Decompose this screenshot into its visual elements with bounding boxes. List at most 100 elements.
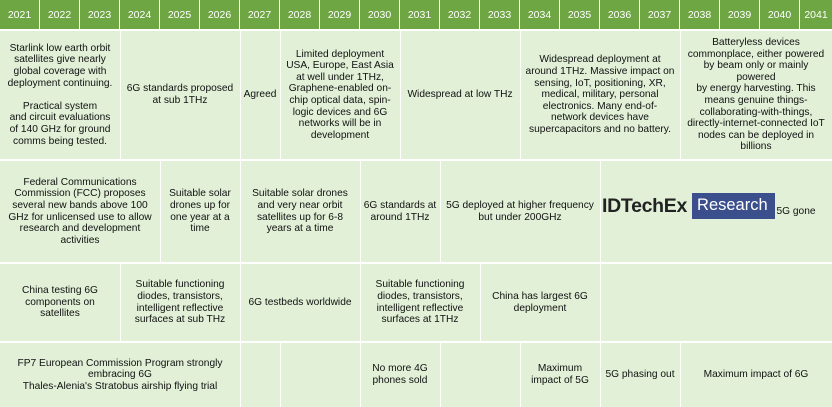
column-divider: [240, 161, 241, 262]
column-divider: [680, 31, 681, 159]
year-2036: 2036: [600, 0, 640, 29]
cell-text-line: satellites up for 6-8: [256, 211, 344, 223]
roadmap-cell: Limited deployment USA, Europe, East Asia…: [280, 31, 400, 159]
column-divider: [240, 343, 241, 407]
cell-text-line: years at a time: [266, 223, 334, 235]
cell-text-line: intelligent reflective: [376, 302, 464, 314]
roadmap-cell: Suitable solar drones and very near orbit…: [240, 161, 360, 262]
cell-text-line: 5G deployed at higher frequency: [446, 199, 594, 211]
cell-text-line: nodes can be deployed in: [697, 129, 815, 141]
cell-text-line: satellites give nearly: [14, 54, 106, 66]
column-divider: [280, 343, 281, 407]
year-2037: 2037: [640, 0, 680, 29]
cell-text-line: one year at a: [170, 211, 230, 223]
year-2027: 2027: [240, 0, 280, 29]
cell-text-line: at well under 1THz,: [296, 71, 384, 83]
column-divider: [520, 343, 521, 407]
cell-text-line: Graphene-enabled on-: [288, 83, 392, 95]
cell-text-line: Limited deployment: [295, 48, 385, 60]
roadmap-cell: Widespread at low THz: [400, 31, 520, 159]
year-2040: 2040: [760, 0, 800, 29]
roadmap-cell: Maximum impact of 6G: [680, 343, 832, 407]
column-divider: [680, 343, 681, 407]
cell-text-line: global coverage with: [13, 66, 107, 78]
year-2029: 2029: [320, 0, 360, 29]
cell-text-line: by energy harvesting. This: [696, 83, 816, 95]
roadmap-cell: Widespread deployment at around 1THz. Mas…: [520, 31, 680, 159]
cell-text-line: billions: [740, 141, 772, 153]
cell-text-line: diodes, transistors,: [377, 290, 463, 302]
cell-text-line: phones sold: [372, 375, 428, 386]
year-2024: 2024: [120, 0, 160, 29]
roadmap-cell: Suitable functioning diodes, transistors,…: [120, 264, 240, 341]
cell-text-line: but under 200GHz: [478, 211, 562, 223]
roadmap-cell: No more 4G phones sold: [360, 343, 440, 407]
cell-text-line: Suitable functioning: [135, 279, 225, 291]
cell-text-line: surfaces at sub THz: [134, 314, 226, 326]
cell-text-line: several new bands above 100: [12, 199, 148, 211]
cell-text-line: Widespread deployment at: [539, 54, 661, 66]
cell-text-line: logic devices and 6G: [292, 106, 388, 118]
row-divider: [0, 341, 832, 343]
cell-text-line: research and development: [19, 223, 141, 235]
cell-text-line: 5G gone: [776, 205, 816, 217]
roadmap-cell: Suitable solar drones up for one year at a…: [160, 161, 240, 262]
cell-text-line: network devices have: [551, 112, 649, 124]
year-2041: 2041: [800, 0, 832, 29]
column-divider: [480, 264, 481, 341]
year-2033: 2033: [480, 0, 520, 29]
cell-text-line: drones up for: [169, 199, 230, 211]
cell-text-line: means genuine things-: [704, 95, 808, 106]
cell-text-line: by beam only or mainly powered: [703, 60, 809, 83]
column-divider: [360, 264, 361, 341]
logo-research-box: Research: [692, 193, 775, 219]
cell-text-line: [8, 89, 113, 101]
cell-text-line: networks will be in: [298, 118, 382, 130]
cell-text-line: Suitable functioning: [375, 279, 465, 291]
cell-text-line: GHz for unlicensed use to allow: [8, 211, 152, 223]
roadmap-cell: China testing 6G components on satellites: [0, 264, 120, 341]
row-divider: [0, 159, 832, 161]
cell-text-line: Widespread at low THz: [407, 89, 513, 101]
year-2025: 2025: [160, 0, 200, 29]
idtechex-research-logo: IDTechEx Research: [602, 191, 775, 221]
roadmap-cell: FP7 European Commission Program strongly…: [0, 343, 240, 407]
year-2023: 2023: [80, 0, 120, 29]
cell-text-line: No more 4G: [372, 363, 428, 375]
row-divider: [0, 262, 832, 264]
roadmap-cell: Agreed: [240, 31, 280, 159]
cell-text-line: and circuit evaluations: [9, 112, 111, 124]
column-divider: [120, 31, 121, 159]
roadmap-cell: Batteryless devices commonplace, either p…: [680, 31, 832, 159]
row-divider: [0, 29, 832, 31]
roadmap-cell: Suitable functioning diodes, transistors,…: [360, 264, 480, 341]
roadmap-cell: 6G standards at around 1THz: [360, 161, 440, 262]
column-divider: [240, 31, 241, 159]
cell-text-line: medical, military, personal: [541, 89, 659, 101]
year-2030: 2030: [360, 0, 400, 29]
cell-text-line: China has largest 6G: [492, 290, 588, 302]
cell-text-line: Practical system: [22, 100, 98, 112]
year-2026: 2026: [200, 0, 240, 29]
cell-text-line: Starlink low earth orbit: [9, 42, 111, 54]
roadmap-cell: 5G gone: [760, 161, 832, 262]
column-divider: [240, 264, 241, 341]
cell-text-line: Thales-Alenia's Stratobus airship flying…: [22, 380, 218, 392]
year-2039: 2039: [720, 0, 760, 29]
cell-text-line: diodes, transistors,: [137, 290, 223, 302]
cell-text-line: 5G phasing out: [605, 369, 675, 381]
cell-text-line: development: [310, 129, 370, 141]
cell-text-line: of 140 GHz for ground: [9, 123, 111, 135]
year-2034: 2034: [520, 0, 560, 29]
column-divider: [520, 31, 521, 159]
column-divider: [360, 161, 361, 262]
cell-text-line: electronics. Many end-of-: [542, 100, 658, 112]
cell-text-line: 6G testbeds worldwide: [248, 296, 352, 308]
year-2032: 2032: [440, 0, 480, 29]
year-2022: 2022: [40, 0, 80, 29]
cell-text-line: comms being tested.: [13, 135, 107, 147]
year-2031: 2031: [400, 0, 440, 29]
roadmap-cell: 6G standards proposed at sub 1THz: [120, 31, 240, 159]
year-2028: 2028: [280, 0, 320, 29]
